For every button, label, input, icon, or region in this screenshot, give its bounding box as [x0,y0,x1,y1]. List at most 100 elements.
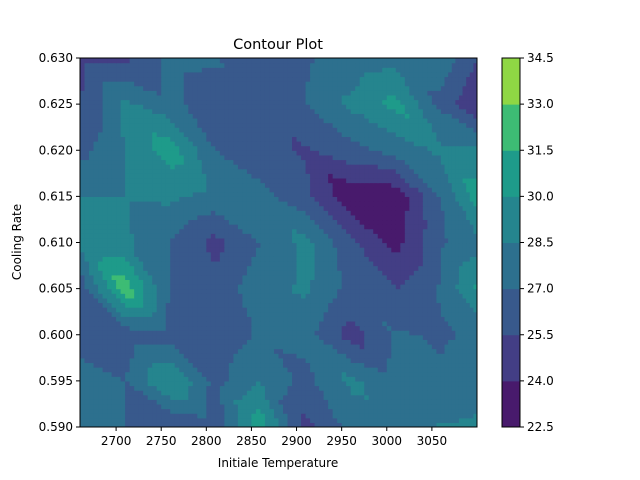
contour-cell [355,256,361,262]
contour-cell [237,371,244,377]
contour-cell [355,302,361,308]
contour-cell [296,367,302,373]
contour-cell [436,413,442,419]
contour-cell [224,302,230,308]
contour-cell [179,307,185,313]
contour-cell [296,408,302,414]
contour-cell [292,380,298,387]
contour-cell [444,219,449,225]
contour-cell [404,196,410,202]
contour-cell [174,380,180,387]
contour-cell [93,380,99,387]
contour-cell [273,371,280,377]
contour-cell [179,182,185,188]
contour-cell [215,228,221,234]
contour-cell [431,413,437,419]
contour-cell [332,394,338,400]
contour-cell [323,279,329,285]
contour-cell [310,237,316,244]
contour-cell [341,302,347,308]
contour-cell [301,288,307,294]
contour-cell [328,302,334,308]
contour-cell [197,316,203,322]
contour-cell [93,357,99,364]
contour-cell [301,325,307,331]
contour-cell [395,210,401,216]
contour-cell [251,293,257,299]
contour-cell [116,288,122,294]
contour-cell [170,284,176,290]
contour-cell [314,348,320,354]
contour-cell [111,408,117,414]
contour-cell [427,417,433,423]
contour-cell [147,279,153,285]
contour-cell [170,316,176,322]
contour-cell [431,390,437,396]
contour-cell [152,173,158,179]
contour-cell [350,288,356,294]
contour-cell [337,343,343,350]
contour-cell [431,302,437,308]
contour-cell [395,422,401,427]
contour-cell [455,353,460,359]
contour-cell [319,302,325,308]
contour-cell [219,297,225,304]
contour-cell [179,390,185,396]
contour-cell [332,316,338,322]
contour-cell [165,297,171,304]
contour-cell [102,177,108,184]
contour-cell [120,191,126,197]
contour-cell [273,210,280,216]
contour-cell [228,256,234,262]
contour-cell [444,311,449,317]
contour-cell [170,293,176,299]
contour-cell [418,343,424,350]
contour-cell [264,307,271,313]
contour-cell [156,200,162,207]
contour-cell [466,219,471,225]
contour-cell [206,353,212,359]
contour-cell [116,191,122,197]
contour-cell [391,279,397,285]
contour-cell [328,307,334,313]
contour-cell [269,214,275,221]
contour-cell [444,320,449,327]
contour-cell [386,348,392,354]
contour-cell [269,413,275,419]
contour-cell [93,247,99,253]
contour-cell [319,394,325,400]
contour-cell [188,330,194,336]
contour-cell [332,343,338,350]
contour-cell [292,343,298,350]
contour-cell [260,293,266,299]
contour-cell [215,284,221,290]
contour-cell [170,182,176,188]
contour-cell [242,214,248,221]
contour-cell [98,173,104,179]
contour-cell [382,371,388,377]
contour-cell [273,219,280,225]
contour-cell [192,270,198,276]
contour-cell [251,182,257,188]
contour-cell [210,150,216,156]
contour-cell [436,367,442,373]
contour-cell [143,334,149,340]
contour-cell [174,247,180,253]
contour-cell [350,311,356,317]
contour-cell [314,224,320,230]
contour-cell [273,150,280,156]
contour-cell [228,168,234,174]
contour-cell [179,224,185,230]
contour-cell [116,173,122,179]
contour-cell [305,376,311,382]
contour-cell [355,260,361,267]
contour-cell [206,408,212,414]
contour-cell [89,205,95,211]
contour-cell [391,385,397,391]
contour-cell [427,353,433,359]
contour-cell [246,403,253,410]
contour-cell [422,376,428,382]
contour-cell [391,316,397,322]
contour-cell [341,297,347,304]
contour-cell [283,417,289,423]
